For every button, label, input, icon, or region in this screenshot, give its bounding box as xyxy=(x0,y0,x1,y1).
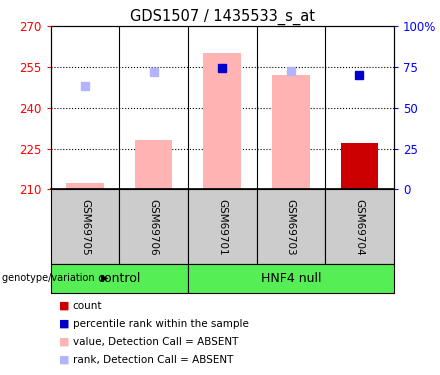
Text: GSM69705: GSM69705 xyxy=(80,199,90,255)
Text: GSM69704: GSM69704 xyxy=(355,199,364,255)
Bar xyxy=(51,189,119,264)
Text: GSM69703: GSM69703 xyxy=(286,199,296,255)
Text: HNF4 null: HNF4 null xyxy=(260,272,321,285)
Text: genotype/variation  ▶: genotype/variation ▶ xyxy=(2,273,109,284)
Bar xyxy=(188,189,257,264)
Bar xyxy=(188,264,394,292)
Text: rank, Detection Call = ABSENT: rank, Detection Call = ABSENT xyxy=(73,355,233,364)
Bar xyxy=(257,189,325,264)
Text: value, Detection Call = ABSENT: value, Detection Call = ABSENT xyxy=(73,337,238,346)
Bar xyxy=(66,183,104,189)
Text: percentile rank within the sample: percentile rank within the sample xyxy=(73,319,249,328)
Bar xyxy=(51,264,188,292)
Bar xyxy=(325,189,394,264)
Bar xyxy=(203,54,241,189)
Bar xyxy=(135,141,172,189)
Text: count: count xyxy=(73,301,102,310)
Text: control: control xyxy=(98,272,141,285)
Text: ■: ■ xyxy=(59,355,70,364)
Text: GSM69706: GSM69706 xyxy=(149,199,158,255)
Bar xyxy=(119,189,188,264)
Bar xyxy=(272,75,310,189)
Text: GSM69701: GSM69701 xyxy=(217,199,227,255)
Text: ■: ■ xyxy=(59,301,70,310)
Text: ■: ■ xyxy=(59,319,70,328)
Bar xyxy=(341,143,378,189)
Title: GDS1507 / 1435533_s_at: GDS1507 / 1435533_s_at xyxy=(130,9,315,25)
Text: ■: ■ xyxy=(59,337,70,346)
